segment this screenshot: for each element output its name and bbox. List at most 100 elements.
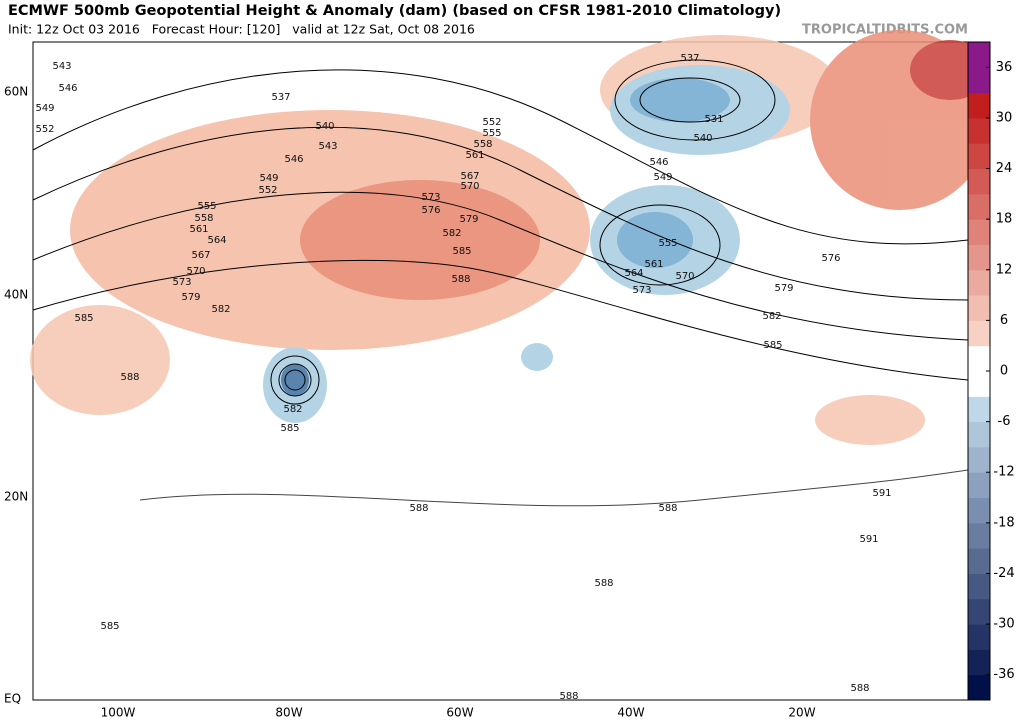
colorbar-step [968, 674, 990, 701]
contour-label: 588 [658, 503, 677, 514]
contour-label: 546 [58, 83, 77, 94]
lon-label: 40W [617, 706, 644, 720]
colorbar-step [968, 649, 990, 676]
contour-label: 582 [442, 228, 461, 239]
colorbar-step [968, 67, 990, 94]
colorbar-step [968, 396, 990, 423]
contour-label: 546 [649, 157, 668, 168]
contour-label: 573 [172, 277, 191, 288]
colorbar-step [968, 573, 990, 600]
colorbar-label: 36 [996, 60, 1013, 75]
contour-label: 543 [318, 141, 337, 152]
colorbar-step [968, 269, 990, 296]
colorbar-label: -24 [993, 566, 1014, 581]
contour-label: 576 [421, 205, 440, 216]
contour-label: 588 [850, 683, 869, 694]
contour-label: 570 [186, 266, 205, 277]
colorbar-step [968, 219, 990, 245]
title: ECMWF 500mb Geopotential Height & Anomal… [8, 3, 781, 19]
contour-label: 570 [460, 181, 479, 192]
colorbar-step [968, 624, 990, 650]
contour-label: 537 [271, 92, 290, 103]
contour-label: 561 [189, 224, 208, 235]
contour-label: 588 [409, 503, 428, 514]
contour-label: 573 [632, 285, 651, 296]
lat-label: 20N [4, 490, 28, 504]
colorbar-step [968, 193, 990, 220]
colorbar-step [968, 92, 990, 119]
colorbar-step [968, 497, 990, 524]
subtitle: Init: 12z Oct 03 2016 Forecast Hour: [12… [8, 22, 475, 37]
contour-label: 585 [452, 246, 471, 257]
contour-label: 573 [421, 192, 440, 203]
colorbar-step [968, 295, 990, 321]
colorbar-step [968, 446, 990, 473]
contour-label: 570 [675, 271, 694, 282]
contour-label: 540 [315, 121, 334, 132]
colorbar-step [968, 548, 990, 574]
colorbar-step [968, 320, 990, 347]
contour-label: 540 [693, 133, 712, 144]
contour-label: 564 [207, 235, 226, 246]
contour-label: 537 [680, 53, 699, 64]
colorbar-label: -30 [993, 617, 1014, 632]
contour-label: 531 [704, 114, 723, 125]
lon-label: 80W [275, 706, 302, 720]
colorbar-step [968, 244, 990, 271]
contour-label: 591 [872, 488, 891, 499]
contour-label: 561 [465, 150, 484, 161]
colorbar-step [968, 598, 990, 625]
contour-label: 591 [859, 534, 878, 545]
lat-label: 40N [4, 288, 28, 302]
contour-label: 549 [259, 173, 278, 184]
contour-label: 567 [460, 171, 479, 182]
lon-label: 100W [101, 706, 136, 720]
contour-label: 585 [280, 423, 299, 434]
contour-label: 582 [211, 304, 230, 315]
colorbar-label: 24 [996, 161, 1013, 176]
map-frame [30, 30, 990, 701]
colorbar-step [968, 421, 990, 448]
colorbar-label: 12 [996, 262, 1013, 277]
colorbar-label: -18 [993, 515, 1014, 530]
contour-label: 555 [197, 201, 216, 212]
colorbar-label: 0 [1000, 364, 1008, 379]
contour-label: 561 [644, 259, 663, 270]
contour-label: 588 [120, 372, 139, 383]
contour-label: 579 [181, 292, 200, 303]
contour-label: 588 [451, 274, 470, 285]
colorbar-label: 30 [996, 110, 1013, 125]
colorbar-label: -36 [993, 667, 1014, 682]
contour-label: 588 [594, 578, 613, 589]
colorbar-step [968, 472, 990, 499]
contour-label: 576 [821, 253, 840, 264]
contour-label: 549 [35, 103, 54, 114]
contour-label: 564 [624, 268, 643, 279]
contour-label: 585 [763, 340, 782, 351]
contour-label: 585 [100, 621, 119, 632]
contour-label: 549 [653, 172, 672, 183]
contour-label: 582 [762, 311, 781, 322]
contour-label: 579 [459, 214, 478, 225]
lon-label: 60W [446, 706, 473, 720]
contour-label: 558 [473, 139, 492, 150]
contour-label: 567 [191, 250, 210, 261]
lat-label: 60N [4, 85, 28, 99]
contour-label: 579 [774, 283, 793, 294]
colorbar-label: 6 [1000, 313, 1008, 328]
contour-label: 585 [74, 313, 93, 324]
colorbar-step [968, 117, 990, 144]
colorbar-label: -6 [998, 414, 1011, 429]
colorbar-label: 18 [996, 212, 1013, 227]
colorbar-step [968, 42, 990, 68]
contour-label: 582 [283, 404, 302, 415]
colorbar-step [968, 345, 990, 372]
lon-label: 20W [788, 706, 815, 720]
colorbar-step [968, 522, 990, 549]
contour-label: 552 [35, 124, 54, 135]
contour-label: 555 [658, 238, 677, 249]
colorbar-step [968, 371, 990, 397]
contour-label: 546 [284, 154, 303, 165]
colorbar: 36 30 24 18 12 6 0 -6 -12 -18 -24 -30 -36 [967, 41, 1015, 701]
